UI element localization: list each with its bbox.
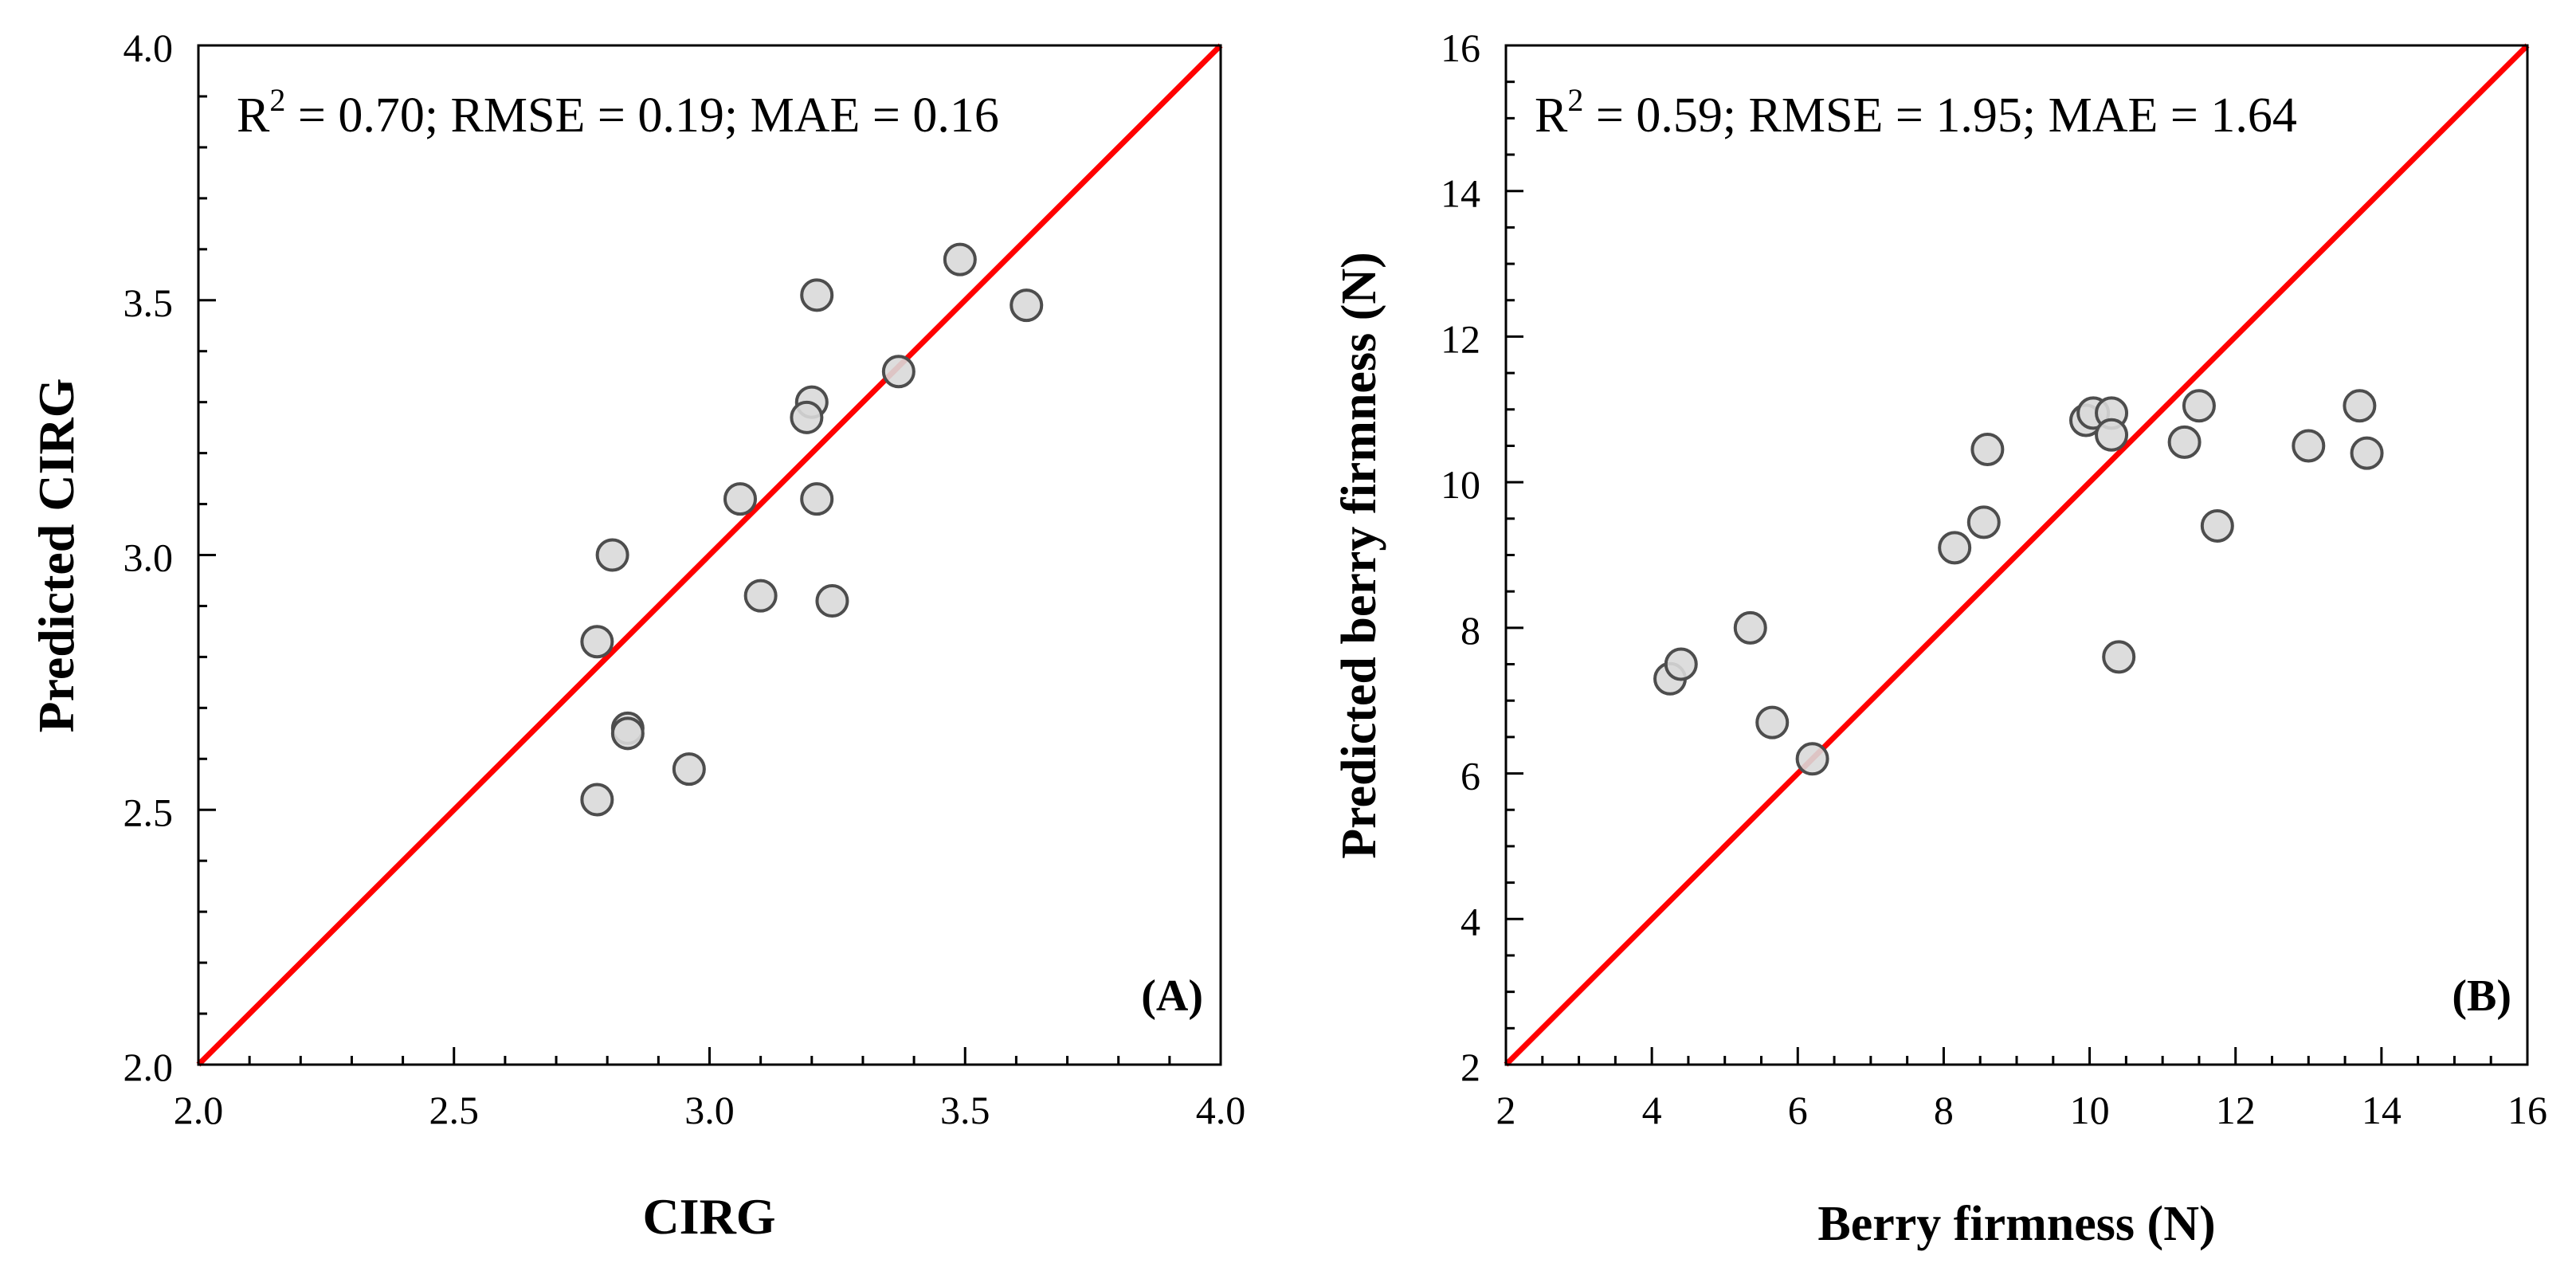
x-tick-label: 4 — [1642, 1088, 1662, 1132]
panel-label: (A) — [1141, 971, 1203, 1021]
x-tick-label: 10 — [2070, 1088, 2110, 1132]
y-tick-label: 2.5 — [124, 790, 174, 834]
data-point — [2182, 389, 2216, 423]
data-point — [1795, 742, 1829, 776]
data-point — [2102, 640, 2136, 674]
scatter-points — [1653, 389, 2384, 776]
annotation: R2 = 0.70; RMSE = 0.19; MAE = 0.16 — [237, 82, 999, 143]
y-axis-label: Predicted CIRG — [28, 379, 84, 733]
data-point — [580, 625, 614, 659]
data-point — [2292, 429, 2326, 463]
identity-line — [1504, 43, 2530, 1067]
data-point — [610, 716, 645, 751]
y-tick-label: 6 — [1461, 754, 1480, 798]
data-point — [815, 584, 849, 618]
r2-symbol: R — [1535, 88, 1568, 143]
data-point — [800, 482, 834, 516]
y-tick-label: 12 — [1441, 316, 1480, 361]
data-point — [2200, 508, 2234, 543]
data-point — [800, 278, 834, 312]
y-tick-label: 3.5 — [124, 280, 174, 325]
metrics-text: = 0.59; RMSE = 1.95; MAE = 1.64 — [1583, 88, 2296, 143]
data-point — [881, 355, 916, 389]
data-point — [1664, 647, 1698, 681]
metrics-text: = 0.70; RMSE = 0.19; MAE = 0.16 — [285, 88, 998, 143]
axis-ticks: 2.0 2.5 3.0 3.5 4.0 2.0 2.5 3.0 3.5 4.0 — [124, 26, 1246, 1132]
y-tick-label: 14 — [1441, 171, 1480, 216]
y-tick-label: 4.0 — [124, 26, 174, 70]
y-tick-label: 4 — [1461, 899, 1480, 944]
panel-a: 2.0 2.5 3.0 3.5 4.0 2.0 2.5 3.0 3.5 4.0 R2 = 0.70… — [28, 26, 1245, 1245]
data-point — [1938, 531, 1972, 565]
data-point — [1966, 505, 2001, 539]
data-point — [1010, 288, 1044, 323]
data-point — [2167, 425, 2202, 459]
x-tick-label: 3.0 — [684, 1088, 735, 1132]
data-point — [2350, 436, 2384, 470]
y-tick-label: 2 — [1461, 1045, 1480, 1089]
data-point — [943, 242, 977, 277]
r2-superscript: 2 — [1567, 82, 1583, 118]
data-point — [1970, 433, 2005, 467]
data-point — [1755, 705, 1790, 740]
data-point — [2343, 389, 2377, 423]
data-point — [790, 400, 824, 434]
identity-line — [196, 43, 1223, 1067]
y-tick-label: 16 — [1441, 26, 1480, 70]
x-axis-label: Berry firmness (N) — [1817, 1197, 2215, 1251]
y-tick-label: 3.0 — [124, 536, 174, 580]
data-point — [743, 579, 778, 613]
x-tick-label: 4.0 — [1196, 1088, 1246, 1132]
y-tick-label: 8 — [1461, 608, 1480, 653]
axis-ticks: 2 4 6 8 10 12 14 16 2 4 6 8 10 12 14 16 — [1441, 26, 2547, 1132]
data-point — [580, 783, 614, 817]
x-tick-label: 2.5 — [429, 1088, 480, 1132]
x-tick-label: 3.5 — [940, 1088, 990, 1132]
x-axis-label: CIRG — [642, 1188, 775, 1245]
x-tick-label: 8 — [1934, 1088, 1954, 1132]
r2-symbol: R — [237, 88, 270, 143]
data-point — [2095, 418, 2129, 452]
x-tick-label: 2 — [1496, 1088, 1516, 1132]
data-point — [1733, 610, 1767, 645]
scatter-points — [580, 242, 1044, 817]
panel-label: (B) — [2452, 971, 2511, 1021]
y-axis-label: Predicted berry firmness (N) — [1332, 252, 1386, 859]
r2-superscript: 2 — [269, 82, 285, 118]
data-point — [672, 752, 706, 787]
x-tick-label: 16 — [2507, 1088, 2547, 1132]
annotation: R2 = 0.59; RMSE = 1.95; MAE = 1.64 — [1535, 82, 2297, 143]
x-tick-label: 6 — [1788, 1088, 1808, 1132]
x-tick-label: 12 — [2216, 1088, 2256, 1132]
x-tick-label: 14 — [2362, 1088, 2402, 1132]
data-point — [723, 482, 757, 516]
data-point — [595, 538, 629, 572]
y-tick-label: 2.0 — [124, 1045, 174, 1089]
x-tick-label: 2.0 — [174, 1088, 224, 1132]
y-tick-label: 10 — [1441, 462, 1480, 507]
